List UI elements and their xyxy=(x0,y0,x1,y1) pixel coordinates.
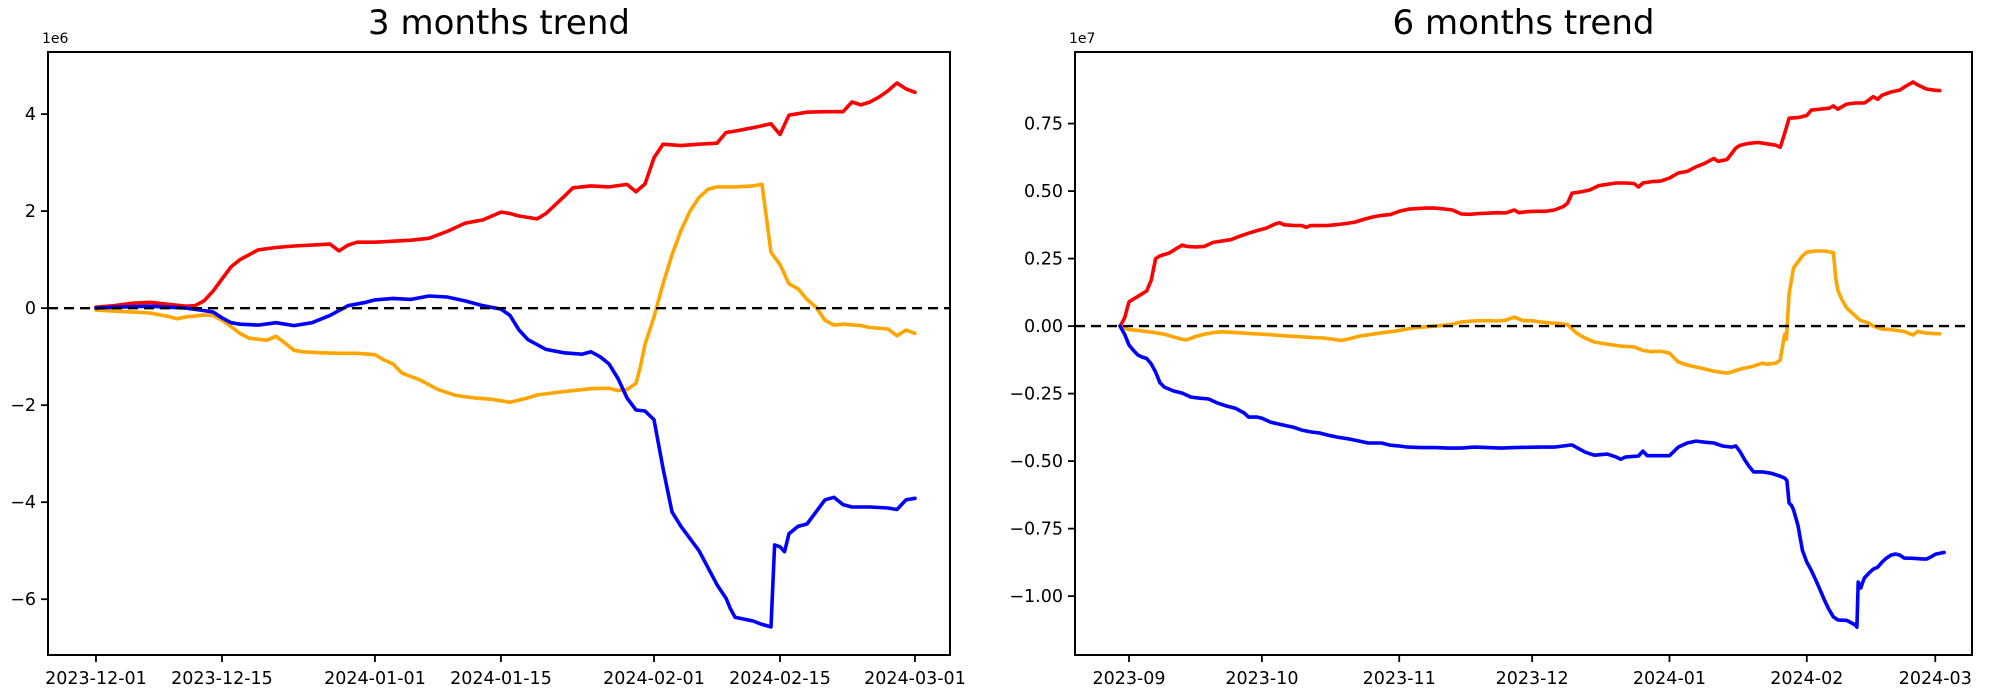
left-chart-y-offset-label: 1e6 xyxy=(42,31,69,47)
three-months-x-tick-label: 2024-01-15 xyxy=(450,669,552,689)
three-months-red-line xyxy=(94,81,917,310)
six-months-y-tick-label: −1.00 xyxy=(1009,587,1063,607)
six-months-x-tick-label: 2023-11 xyxy=(1363,669,1436,689)
six-months-plot: 2023-09 2023-10 2023-11 2023-12 2024-01 2024-… xyxy=(1009,51,1973,689)
six-months-y-tick-label: 0.75 xyxy=(1024,115,1063,135)
three-months-axes-frame xyxy=(47,51,951,656)
six-months-x-tick-label: 2023-09 xyxy=(1092,669,1165,689)
three-months-x-tick-label: 2024-02-15 xyxy=(729,669,831,689)
three-months-y-tick-label: 0 xyxy=(25,299,36,319)
three-months-x-tick-label: 2023-12-01 xyxy=(45,669,147,689)
six-months-y-tick-label: 0.00 xyxy=(1024,317,1063,337)
three-months-orange-line xyxy=(94,182,917,405)
three-months-x-tick-label: 2024-02-01 xyxy=(603,669,705,689)
six-months-orange-line xyxy=(1118,249,1942,375)
right-chart-title: 6 months trend xyxy=(1392,3,1655,43)
six-months-y-tick-label: 0.25 xyxy=(1024,250,1063,270)
right-chart-y-offset-label: 1e7 xyxy=(1069,31,1096,47)
six-months-y-tick-label: −0.25 xyxy=(1009,385,1063,405)
left-chart-title: 3 months trend xyxy=(368,3,630,43)
three-months-blue-line xyxy=(94,294,917,629)
three-months-y-tick-label: −6 xyxy=(10,590,36,610)
six-months-x-tick-label: 2024-03 xyxy=(1899,669,1972,689)
three-months-plot: 2023-12-01 2023-12-15 2024-01-01 2024-01-15… xyxy=(10,51,966,689)
six-months-y-tick-label: 0.50 xyxy=(1024,182,1063,202)
six-months-red-line xyxy=(1118,80,1942,328)
six-months-x-tick-label: 2024-01 xyxy=(1633,669,1706,689)
three-months-x-tick-label: 2024-03-01 xyxy=(864,669,966,689)
six-months-axes-frame xyxy=(1074,51,1973,656)
three-months-y-tick-label: −2 xyxy=(10,396,36,416)
six-months-x-tick-label: 2023-12 xyxy=(1496,669,1569,689)
three-months-y-tick-label: −4 xyxy=(10,493,36,513)
three-months-x-tick-label: 2024-01-01 xyxy=(324,669,426,689)
three-months-y-tick-label: 2 xyxy=(25,202,36,222)
six-months-blue-line xyxy=(1118,324,1946,630)
three-months-y-tick-label: 4 xyxy=(25,105,36,125)
six-months-x-tick-label: 2023-10 xyxy=(1225,669,1298,689)
six-months-x-tick-label: 2024-02 xyxy=(1770,669,1843,689)
six-months-y-tick-label: −0.75 xyxy=(1009,520,1063,540)
three-months-x-tick-label: 2023-12-15 xyxy=(171,669,273,689)
six-months-y-tick-label: −0.50 xyxy=(1009,452,1063,472)
